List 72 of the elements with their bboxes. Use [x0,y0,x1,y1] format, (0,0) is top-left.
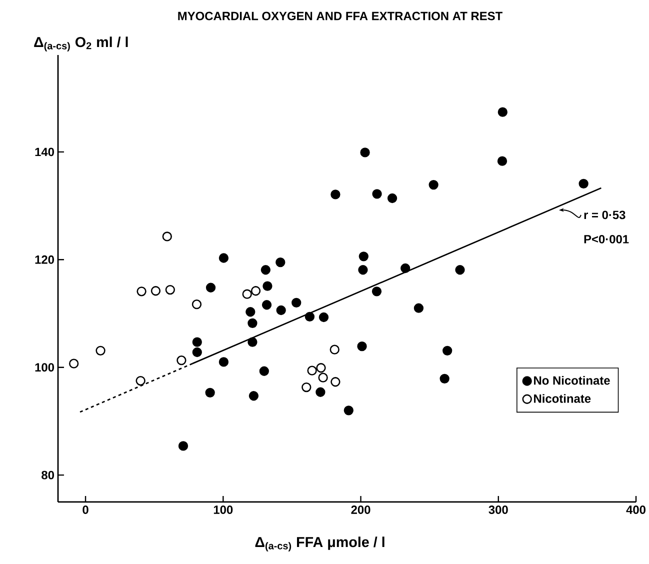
point [250,286,261,296]
point [262,281,272,291]
point [242,289,252,299]
point [330,377,340,387]
point [248,391,259,401]
x-axis-title: Δ$_{(a-cs)}$ FFA μmole / l [255,536,384,552]
point [178,441,188,451]
y-tick-label: 140 [35,148,54,156]
point [218,253,229,263]
annotation: P<0·001 [584,234,629,244]
point [136,376,146,386]
point [302,382,312,392]
point [344,406,354,416]
y-tick-label: 120 [35,255,54,264]
point [358,265,368,275]
point [440,374,450,384]
point [497,156,508,166]
point [259,366,269,376]
annotation: r = 0·53 [584,210,626,220]
point [96,346,106,356]
point [455,265,465,275]
point [69,358,79,368]
point [330,190,340,200]
x-tick-label: 400 [626,506,646,514]
point [358,252,368,262]
point [316,387,326,397]
legend-label: Nicotinate [534,394,591,403]
point [307,366,317,376]
point [360,148,370,158]
point [304,312,315,322]
point [330,344,340,354]
legend-label: No Nicotinate [534,376,610,385]
point [357,342,367,352]
x-tick-label: 100 [214,506,233,514]
point [176,356,186,366]
point [262,300,272,310]
point [316,363,326,373]
point [248,318,258,328]
point [150,286,161,296]
point [248,337,258,347]
point [218,357,229,367]
point [292,298,302,308]
point [414,303,424,313]
point [387,193,398,204]
point [318,372,328,382]
x-tick-label: 0 [82,506,88,514]
point [192,337,202,347]
point [442,346,452,356]
point [165,284,175,295]
x-tick-label: 300 [488,506,508,514]
point [162,232,172,242]
point [428,180,438,190]
point [372,189,382,199]
point [205,388,215,398]
chart-title: MYOCARDIAL OXYGEN AND FFA EXTRACTION AT REST [178,12,502,20]
point [206,282,216,292]
y-tick-label: 80 [42,470,54,480]
point [136,286,146,296]
point [318,312,329,322]
y-axis-title: Δ$_{(a-cs)}$ O$_{2}$ ml / l [34,36,128,52]
point [400,263,410,274]
point [578,178,588,189]
point [276,305,286,316]
point [498,107,508,117]
point [372,286,382,296]
point [260,265,271,275]
point [192,300,202,310]
point [246,307,256,317]
point [192,347,202,358]
point [276,257,286,268]
x-tick-label: 200 [351,506,370,514]
y-tick-label: 100 [35,363,54,372]
